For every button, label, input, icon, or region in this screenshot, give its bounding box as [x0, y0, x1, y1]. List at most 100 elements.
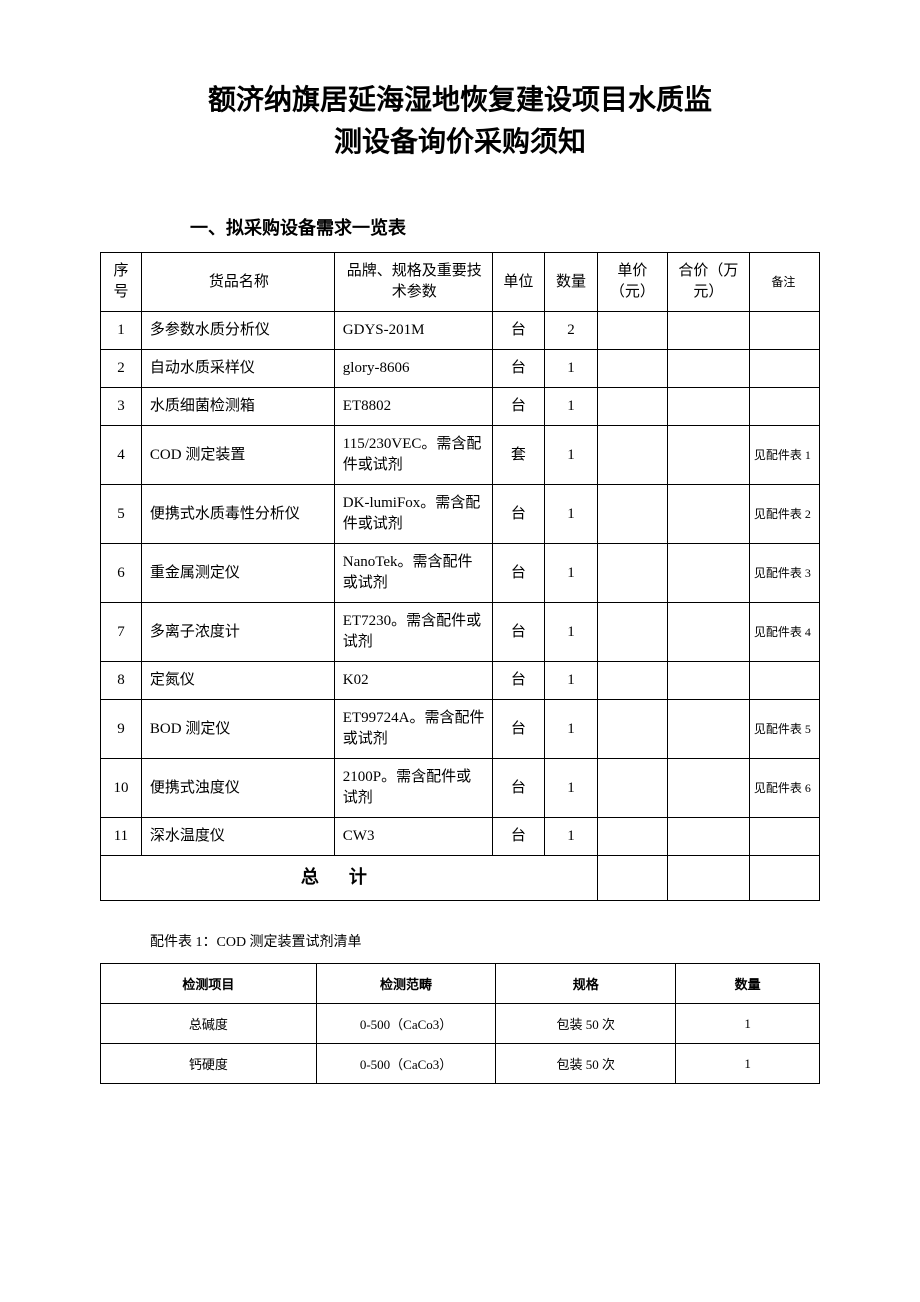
- cell-unit: 套: [492, 426, 545, 485]
- table-row: 11深水温度仪CW3台1: [101, 818, 820, 856]
- table-row: 2自动水质采样仪glory-8606台1: [101, 350, 820, 388]
- cell-qty: 2: [545, 312, 598, 350]
- header-total-price: 合价（万元）: [667, 253, 749, 312]
- cell-total-unit-price: [597, 856, 667, 901]
- cell-unit-price: [597, 662, 667, 700]
- cell-unit: 台: [492, 350, 545, 388]
- header-remark: 备注: [749, 253, 819, 312]
- cell-spec: 2100P。需含配件或试剂: [334, 759, 492, 818]
- cell-spec: CW3: [334, 818, 492, 856]
- cell-unit: 台: [492, 544, 545, 603]
- cell-unit-price: [597, 388, 667, 426]
- cell-product-name: 水质细菌检测箱: [141, 388, 334, 426]
- cell-spec: K02: [334, 662, 492, 700]
- cell-product-name: 便携式浊度仪: [141, 759, 334, 818]
- cell-remark: [749, 818, 819, 856]
- cell-qty: 1: [545, 544, 598, 603]
- cell-remark: 见配件表 4: [749, 603, 819, 662]
- cell-seq: 11: [101, 818, 142, 856]
- cell-total-remark: [749, 856, 819, 901]
- cell-remark: [749, 388, 819, 426]
- equipment-requirements-table: 序号 货品名称 品牌、规格及重要技术参数 单位 数量 单价（元） 合价（万元） …: [100, 252, 820, 901]
- table-row: 4COD 测定装置115/230VEC。需含配件或试剂套1见配件表 1: [101, 426, 820, 485]
- total-row: 总计: [101, 856, 820, 901]
- table-row: 总碱度0-500（CaCo3）包装 50 次1: [101, 1004, 820, 1044]
- cell-seq: 9: [101, 700, 142, 759]
- cell-seq: 6: [101, 544, 142, 603]
- cell-remark: 见配件表 2: [749, 485, 819, 544]
- cell-detection-item: 总碱度: [101, 1004, 317, 1044]
- section-1-heading: 一、拟采购设备需求一览表: [100, 214, 820, 240]
- cell-product-name: 自动水质采样仪: [141, 350, 334, 388]
- table-row: 9BOD 测定仪ET99724A。需含配件或试剂台1见配件表 5: [101, 700, 820, 759]
- cell-unit-price: [597, 818, 667, 856]
- cell-product-name: 重金属测定仪: [141, 544, 334, 603]
- cell-unit: 台: [492, 388, 545, 426]
- cell-unit-price: [597, 759, 667, 818]
- cell-total-price: [667, 759, 749, 818]
- cell-total-price: [667, 603, 749, 662]
- cell-remark: [749, 662, 819, 700]
- cell-total-price: [667, 426, 749, 485]
- cell-qty: 1: [545, 603, 598, 662]
- header-detection-range: 检测范畴: [316, 964, 496, 1004]
- cell-spec: GDYS-201M: [334, 312, 492, 350]
- cell-total-total-price: [667, 856, 749, 901]
- cell-unit: 台: [492, 485, 545, 544]
- header-spec: 品牌、规格及重要技术参数: [334, 253, 492, 312]
- cell-seq: 7: [101, 603, 142, 662]
- cell-seq: 10: [101, 759, 142, 818]
- table-row: 1多参数水质分析仪GDYS-201M台2: [101, 312, 820, 350]
- cell-total-price: [667, 818, 749, 856]
- header-name: 货品名称: [141, 253, 334, 312]
- table-row: 8定氮仪K02台1: [101, 662, 820, 700]
- cell-spec: 包装 50 次: [496, 1004, 676, 1044]
- cell-unit-price: [597, 544, 667, 603]
- cell-qty: 1: [545, 759, 598, 818]
- table-header-row: 检测项目 检测范畴 规格 数量: [101, 964, 820, 1004]
- cell-unit: 台: [492, 603, 545, 662]
- cell-unit-price: [597, 350, 667, 388]
- header-unit-price: 单价（元）: [597, 253, 667, 312]
- page-title: 额济纳旗居延海湿地恢复建设项目水质监 测设备询价采购须知: [100, 80, 820, 164]
- table-row: 10便携式浊度仪2100P。需含配件或试剂台1见配件表 6: [101, 759, 820, 818]
- cell-unit-price: [597, 603, 667, 662]
- cell-spec: 115/230VEC。需含配件或试剂: [334, 426, 492, 485]
- cell-product-name: BOD 测定仪: [141, 700, 334, 759]
- cell-qty: 1: [676, 1004, 820, 1044]
- cell-detection-range: 0-500（CaCo3）: [316, 1004, 496, 1044]
- subtable-1-heading: 配件表 1：COD 测定装置试剂清单: [100, 931, 820, 951]
- header-qty: 数量: [545, 253, 598, 312]
- table-row: 5便携式水质毒性分析仪DK-lumiFox。需含配件或试剂台1见配件表 2: [101, 485, 820, 544]
- cell-remark: 见配件表 5: [749, 700, 819, 759]
- cell-total-price: [667, 544, 749, 603]
- cell-unit: 台: [492, 312, 545, 350]
- cell-spec: ET99724A。需含配件或试剂: [334, 700, 492, 759]
- cell-total-price: [667, 700, 749, 759]
- cell-product-name: 深水温度仪: [141, 818, 334, 856]
- cell-unit-price: [597, 700, 667, 759]
- cell-spec: DK-lumiFox。需含配件或试剂: [334, 485, 492, 544]
- cell-detection-item: 钙硬度: [101, 1044, 317, 1084]
- cell-unit-price: [597, 485, 667, 544]
- cell-remark: 见配件表 6: [749, 759, 819, 818]
- cell-seq: 8: [101, 662, 142, 700]
- cell-seq: 5: [101, 485, 142, 544]
- cell-spec: NanoTek。需含配件或试剂: [334, 544, 492, 603]
- cell-seq: 2: [101, 350, 142, 388]
- cell-unit-price: [597, 312, 667, 350]
- cell-seq: 3: [101, 388, 142, 426]
- table-row: 钙硬度0-500（CaCo3）包装 50 次1: [101, 1044, 820, 1084]
- title-line-1: 额济纳旗居延海湿地恢复建设项目水质监: [208, 85, 712, 116]
- total-label: 总计: [101, 856, 598, 901]
- cell-product-name: 多离子浓度计: [141, 603, 334, 662]
- cell-total-price: [667, 662, 749, 700]
- table-row: 3水质细菌检测箱ET8802台1: [101, 388, 820, 426]
- cell-total-price: [667, 312, 749, 350]
- cell-qty: 1: [545, 818, 598, 856]
- cell-unit-price: [597, 426, 667, 485]
- cell-unit: 台: [492, 700, 545, 759]
- cell-product-name: 多参数水质分析仪: [141, 312, 334, 350]
- cell-total-price: [667, 388, 749, 426]
- cell-remark: 见配件表 1: [749, 426, 819, 485]
